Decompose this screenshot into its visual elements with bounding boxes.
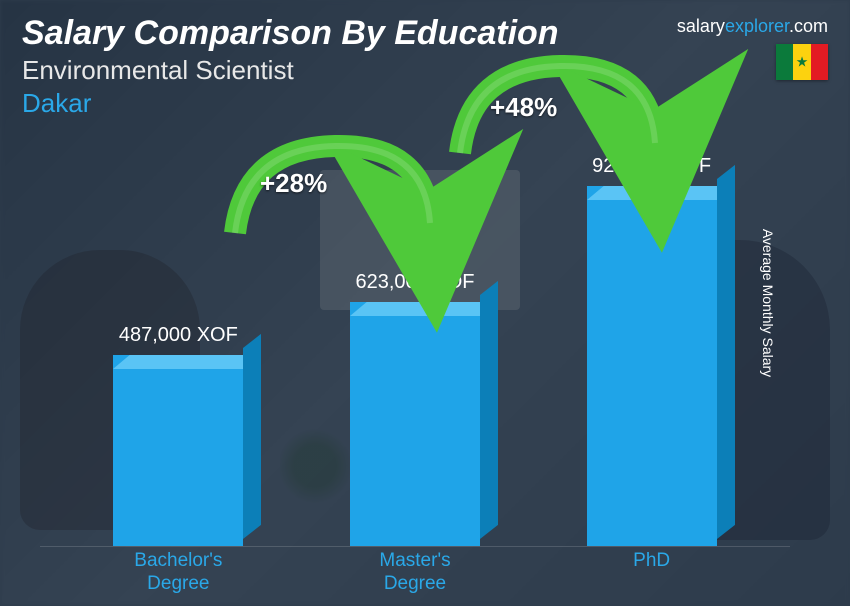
x-axis-labels: Bachelor'sDegree Master'sDegree PhD: [60, 550, 770, 596]
country-flag: ★: [776, 44, 828, 80]
bar-top-face: [587, 186, 734, 200]
bar-3d: [587, 186, 717, 546]
x-axis-label: Bachelor'sDegree: [88, 550, 268, 596]
bar-top-face: [350, 302, 497, 316]
bar-top-face: [113, 355, 260, 369]
chart-location: Dakar: [22, 88, 828, 119]
bar-3d: [113, 355, 243, 546]
brand-part2: explorer: [725, 16, 789, 36]
bar-group: 487,000 XOF: [88, 324, 268, 546]
brand-logo: salaryexplorer.com: [677, 16, 828, 37]
bar-group: 920,000 XOF: [562, 155, 742, 546]
brand-part1: salary: [677, 16, 725, 36]
chart-subtitle: Environmental Scientist: [22, 55, 828, 86]
bar-front-face: [113, 355, 243, 546]
increase-percentage: +28%: [260, 168, 327, 199]
chart-baseline: [40, 546, 790, 547]
bar-side-face: [480, 281, 498, 539]
bar-chart: 487,000 XOF 623,000 XOF 920,000 XOF: [60, 146, 770, 546]
flag-stripe-1: [776, 44, 793, 80]
bar-front-face: [587, 186, 717, 546]
increase-percentage: +48%: [490, 92, 557, 123]
brand-part3: .com: [789, 16, 828, 36]
bar-value-label: 487,000 XOF: [119, 324, 238, 347]
bar-value-label: 920,000 XOF: [592, 155, 711, 178]
bar-side-face: [243, 334, 261, 539]
bar-value-label: 623,000 XOF: [356, 271, 475, 294]
flag-stripe-3: [811, 44, 828, 80]
bar-group: 623,000 XOF: [325, 271, 505, 546]
flag-star-icon: ★: [796, 54, 809, 71]
x-axis-label: Master'sDegree: [325, 550, 505, 596]
bar-side-face: [717, 165, 735, 539]
bar-3d: [350, 302, 480, 546]
x-axis-label: PhD: [562, 550, 742, 596]
bar-front-face: [350, 302, 480, 546]
